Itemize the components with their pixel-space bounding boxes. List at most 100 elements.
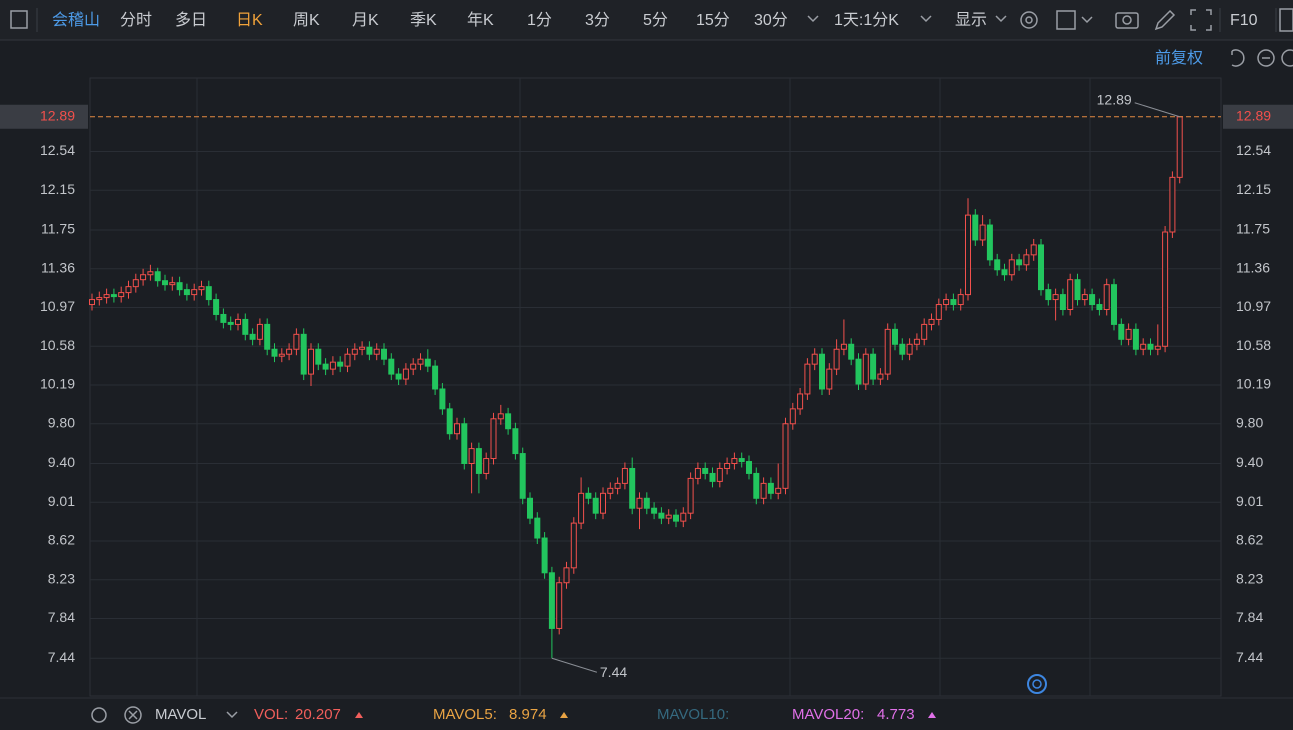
- period-tab[interactable]: 多日: [175, 11, 207, 29]
- fullscreen-icon[interactable]: [1190, 9, 1212, 31]
- period-tab[interactable]: 日K: [236, 12, 263, 29]
- candle-body: [1096, 304, 1103, 311]
- adjust-mode[interactable]: 前复权: [1155, 49, 1203, 67]
- candle-body: [329, 361, 336, 370]
- f10-button[interactable]: F10: [1230, 12, 1258, 29]
- indicator-label: MAVOL20:: [792, 706, 864, 723]
- indicator-settings-icon[interactable]: [91, 707, 107, 723]
- reset-icon[interactable]: [1231, 49, 1245, 67]
- candle-body: [483, 458, 490, 474]
- candle-body: [665, 514, 672, 519]
- period-tab[interactable]: 季K: [410, 11, 437, 29]
- display-chevron[interactable]: [995, 15, 1007, 23]
- candle-body: [1132, 328, 1139, 350]
- candle-body: [819, 353, 825, 390]
- candle-body: [673, 514, 679, 522]
- period-tab[interactable]: 1分: [527, 11, 552, 29]
- candle-body: [468, 448, 475, 465]
- candle-body: [300, 333, 307, 375]
- candle-body: [235, 318, 241, 325]
- display-menu[interactable]: 显示: [955, 12, 987, 29]
- screenshot-icon[interactable]: [1115, 12, 1139, 29]
- period-tab[interactable]: 分时: [120, 11, 152, 29]
- more-periods-chevron[interactable]: [807, 15, 819, 23]
- indicator-trend-arrow: [560, 712, 568, 718]
- search-marker[interactable]: [1027, 674, 1047, 694]
- candle-body: [724, 463, 731, 469]
- candle-body: [702, 467, 709, 474]
- candle-body: [512, 428, 519, 455]
- candle-body: [1176, 116, 1183, 178]
- candle-body: [381, 348, 387, 360]
- last-price-box-left: [0, 104, 88, 129]
- candle-body: [154, 271, 161, 282]
- period-tab[interactable]: 3分: [585, 11, 610, 29]
- y-tick-label: 11.75: [41, 221, 75, 237]
- side-panel-icon[interactable]: [1279, 8, 1293, 32]
- indicator-chevron[interactable]: [226, 711, 238, 719]
- settings-icon-core: [1025, 16, 1033, 24]
- stock-name[interactable]: 会稽山: [52, 11, 100, 29]
- y-tick-label-right: 8.62: [1236, 532, 1263, 548]
- color-chevron[interactable]: [1081, 16, 1093, 24]
- candle-body: [1030, 244, 1037, 256]
- period-tab[interactable]: 30分: [754, 11, 788, 29]
- candle-body: [578, 492, 585, 524]
- candle-body: [753, 472, 760, 499]
- min-annotation: 7.44: [600, 664, 627, 680]
- candle-body: [439, 388, 446, 410]
- candle-body: [782, 423, 789, 489]
- indicator-trend-arrow: [355, 712, 363, 718]
- color-icon[interactable]: [1056, 10, 1076, 30]
- max-annotation: 12.89: [1097, 91, 1132, 107]
- candle-body: [475, 448, 482, 474]
- candle-body: [1089, 294, 1096, 306]
- y-tick-label: 12.15: [40, 181, 75, 197]
- candle-body: [811, 353, 818, 365]
- period-selector[interactable]: 1天:1分K: [834, 11, 899, 29]
- period-chevron[interactable]: [920, 15, 932, 23]
- settings-icon[interactable]: [1020, 11, 1038, 29]
- last-price-box-right: [1223, 104, 1293, 129]
- indicator-name[interactable]: MAVOL: [155, 706, 206, 723]
- candle-body: [563, 567, 570, 584]
- candle-body: [833, 348, 840, 370]
- y-tick-label-right: 10.97: [1236, 298, 1271, 314]
- indicator-close-icon[interactable]: [124, 706, 142, 724]
- candle-body: [570, 522, 577, 569]
- y-tick-label-right: 7.44: [1236, 649, 1263, 665]
- y-tick-label-right: 10.58: [1236, 337, 1271, 353]
- candle-body: [1052, 294, 1059, 301]
- candle-body: [585, 492, 592, 499]
- candle-body: [950, 299, 957, 306]
- y-tick-label-right: 9.40: [1236, 454, 1263, 470]
- candle-body: [424, 358, 431, 367]
- period-tab[interactable]: 年K: [467, 11, 494, 29]
- candle-body: [541, 537, 548, 574]
- candle-body: [775, 487, 782, 494]
- period-tab[interactable]: 5分: [643, 11, 668, 29]
- candle-body: [746, 461, 752, 474]
- candle-body: [198, 286, 205, 291]
- period-tab[interactable]: 周K: [293, 12, 320, 29]
- candle-body: [1103, 284, 1110, 311]
- candle-body: [965, 214, 971, 296]
- y-tick-label: 9.40: [48, 454, 75, 470]
- sidebar-toggle-icon[interactable]: [10, 10, 28, 29]
- candle-body: [220, 313, 227, 323]
- zoom-in-icon[interactable]: [1281, 49, 1293, 67]
- candle-body: [804, 363, 811, 395]
- draw-icon[interactable]: [1154, 9, 1176, 31]
- candle-body: [432, 365, 439, 390]
- candle-body: [395, 373, 402, 380]
- y-tick-label: 7.44: [48, 649, 75, 665]
- period-tab[interactable]: 月K: [352, 12, 379, 29]
- zoom-out-icon[interactable]: [1257, 49, 1275, 67]
- candle-body: [840, 343, 847, 350]
- y-tick-label-right: 9.80: [1236, 414, 1263, 430]
- period-tab[interactable]: 15分: [696, 11, 730, 29]
- candle-body: [1081, 294, 1088, 301]
- candle-body: [227, 321, 234, 325]
